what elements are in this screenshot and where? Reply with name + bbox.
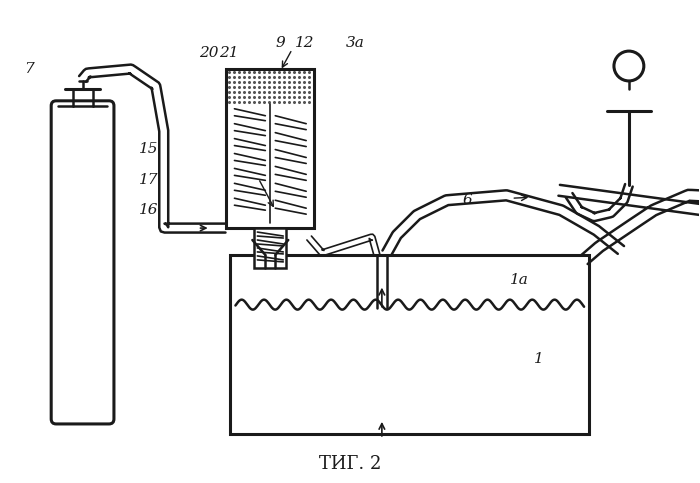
Text: 3a: 3a [346,36,365,50]
Text: ΤИГ. 2: ΤИГ. 2 [318,455,382,473]
Text: 21: 21 [218,46,238,60]
Text: 17: 17 [139,173,159,187]
Text: 20: 20 [199,46,218,60]
Text: 6: 6 [463,193,473,207]
Bar [230,255,589,434]
Text: 9: 9 [275,36,285,50]
FancyBboxPatch shape [51,101,114,424]
Bar [227,69,314,228]
Text: 1a: 1a [510,273,528,287]
Text: 7: 7 [25,62,34,76]
Text: 1: 1 [534,352,544,366]
Text: 15: 15 [139,142,159,156]
Text: 12: 12 [295,36,315,50]
Bar [254,228,286,268]
Text: 16: 16 [139,203,159,217]
